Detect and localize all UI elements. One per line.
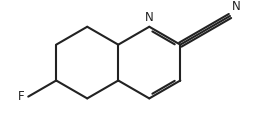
- Text: N: N: [232, 0, 240, 13]
- Text: N: N: [145, 11, 154, 23]
- Text: F: F: [18, 90, 25, 103]
